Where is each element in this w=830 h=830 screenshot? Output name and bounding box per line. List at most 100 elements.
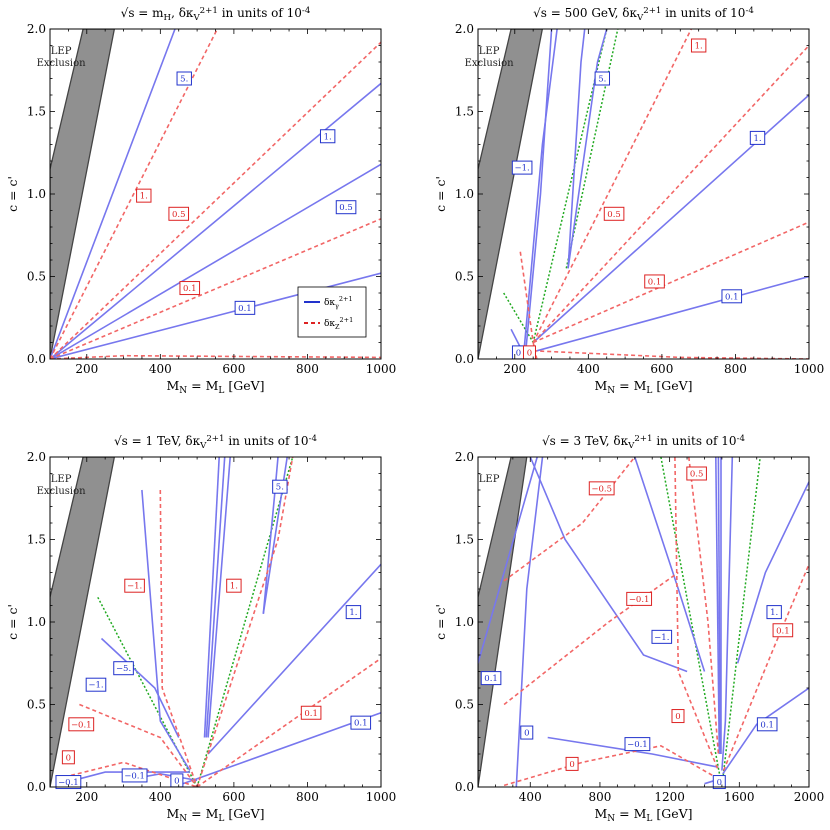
contour-label-text: −5. <box>116 664 131 674</box>
contour-label-text: 0 <box>524 729 529 739</box>
gamma-contour-14 <box>722 687 809 775</box>
contour-label: −5. <box>113 661 134 676</box>
x-tick-label: 800 <box>296 790 319 804</box>
contour-label-text: −0.1 <box>58 778 79 788</box>
z-contour-8 <box>50 354 381 359</box>
gamma-contour-8 <box>205 457 226 738</box>
contour-label-text: 0.1 <box>648 277 662 287</box>
x-tick-label: 400 <box>577 362 600 376</box>
x-tick-label: 800 <box>588 790 611 804</box>
x-axis-label: MN = ML [GeV] <box>166 806 264 824</box>
gamma-contour-3 <box>50 163 381 359</box>
x-axis-label: MN = ML [GeV] <box>594 378 692 396</box>
z-contour-7 <box>50 218 381 359</box>
contour-label-text: 0.1 <box>354 719 368 729</box>
x-tick-label: 1600 <box>724 790 755 804</box>
y-tick-label: 1.5 <box>27 105 46 119</box>
contour-label-text: 1. <box>324 132 332 142</box>
gamma-contour-12 <box>721 457 734 771</box>
contour-label: 1. <box>749 130 766 145</box>
x-tick-label: 1200 <box>654 790 685 804</box>
contour-label-text: 0.1 <box>776 626 790 636</box>
y-tick-label: 0.5 <box>27 698 46 712</box>
lep-exclusion-label: LEP Exclusion <box>37 474 87 497</box>
contour-label: 1. <box>226 578 242 593</box>
z-contour-13 <box>532 221 809 344</box>
x-tick-label: 600 <box>222 362 245 376</box>
contour-label-text: −1. <box>127 582 142 592</box>
contour-label: 0.1 <box>179 281 201 296</box>
contour-label: 0 <box>61 750 75 765</box>
contour-label: −0.1 <box>626 591 653 606</box>
contour-label: −1. <box>511 160 533 175</box>
contour-label: −0.1 <box>624 737 651 752</box>
contour-label-text: −0.1 <box>71 720 92 730</box>
contour-label: −1. <box>124 578 145 593</box>
contour-label: 0 <box>511 345 525 360</box>
lep-exclusion-region <box>478 457 528 787</box>
contour-label: 0.1 <box>350 715 372 730</box>
chart-title: √s = mH, δκV2+1 in units of 10-4 <box>121 6 311 23</box>
contour-label-text: 1. <box>695 42 703 52</box>
x-tick-label: 600 <box>650 362 673 376</box>
contour-label-text: 1. <box>770 608 778 618</box>
contour-label: 5. <box>594 71 611 86</box>
gamma-contour-9 <box>536 275 809 352</box>
contour-label: 1. <box>766 605 782 620</box>
lep-exclusion-region <box>50 29 116 359</box>
contour-label-text: −1. <box>654 633 669 643</box>
z-contour-16 <box>196 657 381 787</box>
y-tick-label: 0.5 <box>455 698 474 712</box>
contour-label-text: 0.5 <box>172 210 186 220</box>
y-tick-label: 1.5 <box>455 533 474 547</box>
contour-label-text: −1. <box>515 164 530 174</box>
contour-label-text: 5. <box>180 75 188 85</box>
y-tick-label: 2.0 <box>27 22 46 36</box>
contour-label-text: 0.1 <box>760 720 774 730</box>
x-tick-label: 400 <box>149 362 172 376</box>
lep-exclusion-label: LEP <box>479 474 500 485</box>
contour-label: 0.5 <box>335 200 357 215</box>
contour-label-text: 0 <box>527 348 532 358</box>
contour-label: 5. <box>176 71 192 86</box>
chart-panel-1: LEP Exclusion 5. 1. 0.5 0.1 1. 0.5 0.1 200 400 600 8… <box>5 6 396 396</box>
y-axis-label: c = c' <box>5 604 20 640</box>
contour-label: 0 <box>565 756 579 771</box>
contour-label-text: 0.5 <box>339 203 353 213</box>
y-tick-label: 1.0 <box>27 615 46 629</box>
x-tick-label: 400 <box>149 790 172 804</box>
x-tick-label: 600 <box>222 790 245 804</box>
x-tick-label: 200 <box>503 362 526 376</box>
legend: δκγ2+1 δκZ2+1 <box>297 286 367 338</box>
contour-label: 1. <box>345 605 362 620</box>
contour-label-text: 0.1 <box>304 709 318 719</box>
z-contour-16 <box>503 571 679 706</box>
z-contour-14 <box>519 251 538 359</box>
contour-label: 0 <box>522 345 536 360</box>
contour-label: −0.1 <box>68 717 95 732</box>
gamma-contour-5 <box>207 563 381 755</box>
contour-label-text: −0.1 <box>124 771 145 781</box>
z-contour-20 <box>503 744 719 787</box>
z-contour-17 <box>688 457 720 755</box>
contour-label: 0.1 <box>644 274 665 289</box>
x-tick-label: 1000 <box>366 362 397 376</box>
chart-title: √s = 3 TeV, δκV2+1 in units of 10-4 <box>542 434 745 451</box>
contour-label: 1. <box>690 38 707 53</box>
boundary-line-2 <box>196 457 294 787</box>
contour-label: 0.5 <box>168 206 190 221</box>
x-tick-label: 200 <box>75 790 98 804</box>
z-contour-15 <box>196 457 294 787</box>
contour-label-text: −1. <box>88 681 103 691</box>
contour-label: 0.1 <box>234 300 256 315</box>
x-tick-label: 200 <box>75 362 98 376</box>
gamma-contour-6 <box>634 457 706 672</box>
x-tick-label: 2000 <box>794 790 825 804</box>
gamma-contour-9 <box>207 457 231 738</box>
contour-label-text: 0.1 <box>484 674 498 684</box>
y-tick-label: 0.5 <box>27 270 46 284</box>
y-tick-label: 0.5 <box>455 270 474 284</box>
z-contour-18 <box>79 703 198 787</box>
contour-label-text: 0.5 <box>607 210 621 220</box>
contour-label-text: 0 <box>66 753 71 763</box>
